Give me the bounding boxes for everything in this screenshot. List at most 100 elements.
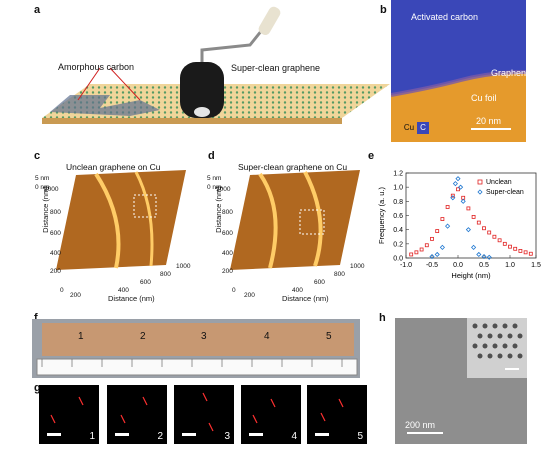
sem-scale-label: 200 nm [405, 420, 436, 430]
legend-cu: Cu [403, 122, 415, 134]
eds-map: Activated carbon Graphene Cu foil 20 nm … [391, 0, 526, 142]
data-point [409, 252, 414, 257]
panel-a-letter: a [34, 4, 41, 16]
optical-image: 4 [241, 385, 301, 444]
data-point [445, 205, 450, 209]
tick-x: 200 [244, 292, 255, 299]
data-point [439, 244, 445, 250]
data-point [476, 220, 481, 225]
red-arrows [50, 392, 344, 432]
panel-c-xlabel: Distance (nm) [108, 294, 155, 303]
panel-d-ylabel: Distance (nm) [213, 186, 223, 233]
scale-bar [315, 433, 329, 436]
panel-g-letter: g [34, 382, 41, 394]
panel-b-letter: b [380, 4, 387, 16]
tick-y: 400 [50, 250, 61, 257]
afm-image-c [56, 170, 186, 270]
cu-foil-photo [32, 319, 360, 378]
data-point [419, 247, 424, 252]
y-tick-label: 0.8 [393, 199, 403, 206]
image-number: 3 [224, 431, 230, 442]
tick-x: 600 [314, 279, 325, 286]
tick-x: 600 [140, 279, 151, 286]
panel-d-letter: d [208, 150, 215, 162]
data-point [471, 244, 477, 250]
scale-bar-label: 20 nm [476, 116, 502, 126]
y-axis-label: Frequency (a. u.) [377, 186, 386, 244]
data-point [460, 198, 466, 204]
data-point [481, 254, 487, 260]
tick-y: 1000 [216, 186, 231, 193]
z-bottom-label: 0 nm [207, 184, 222, 191]
panel-f-letter: f [34, 312, 38, 324]
scale-bar [47, 433, 61, 436]
foil-label: 1 [78, 331, 84, 342]
z-top-label: 5 nm [35, 175, 50, 182]
data-point [528, 251, 533, 256]
tick-x: 200 [70, 292, 81, 299]
graphene-label: Graphene [491, 68, 526, 78]
panel-d-title: Super-clean graphene on Cu [238, 162, 348, 172]
tick-x: 800 [160, 271, 171, 278]
data-point [482, 226, 486, 231]
super-clean-graphene-label: Super-clean graphene [231, 63, 321, 73]
legend-marker [477, 189, 483, 195]
legend-label: Unclean [486, 179, 512, 186]
x-tick-label: 1.5 [531, 262, 541, 269]
data-point [513, 246, 518, 251]
data-point [497, 238, 502, 243]
tick-y: 800 [222, 209, 233, 216]
data-point [492, 234, 497, 239]
tick-y: 1000 [44, 186, 59, 193]
tick-y: 400 [222, 250, 233, 257]
data-point [440, 217, 445, 221]
data-point [450, 193, 455, 198]
data-point [450, 195, 456, 201]
panel-h-letter: h [379, 312, 386, 324]
legend-c: C [417, 122, 429, 134]
tick-x: 400 [292, 287, 303, 294]
tick-x: 400 [118, 287, 129, 294]
foil-label: 4 [264, 331, 270, 342]
y-tick-label: 1.2 [393, 171, 403, 178]
image-number: 4 [291, 431, 297, 442]
image-number: 5 [357, 431, 363, 442]
data-point [414, 250, 419, 255]
y-tick-label: 0.4 [393, 227, 403, 234]
image-number: 1 [89, 431, 95, 442]
panel-c-letter: c [34, 150, 41, 162]
height-distribution-chart: -1.0 -0.5 0.0 0.5 1.0 1.5 0.0 0.2 0.4 0.6 0.8 1.0 1.… [377, 171, 541, 281]
optical-image: 1 [39, 385, 99, 444]
data-point [508, 244, 512, 249]
panel-d-xlabel: Distance (nm) [282, 294, 329, 303]
y-tick-label: 0.2 [393, 241, 403, 248]
tick-y: 0 [232, 287, 236, 294]
y-tick-label: 0.6 [393, 213, 403, 220]
data-point [523, 250, 528, 255]
foil-label: 2 [140, 331, 146, 342]
foil-label: 3 [201, 331, 207, 342]
data-point [486, 254, 492, 260]
paint-roller-icon [180, 6, 281, 118]
legend-marker [477, 179, 483, 185]
data-point [487, 230, 492, 235]
activated-carbon-label: Activated carbon [411, 12, 479, 22]
tick-x: 1000 [350, 263, 365, 270]
y-tick-label: 0.0 [393, 256, 403, 263]
amorphous-carbon-patches [50, 95, 160, 116]
data-point [455, 176, 461, 182]
data-point [430, 236, 434, 241]
data-point [502, 241, 507, 246]
data-point [476, 251, 482, 258]
optical-image: 5 [307, 385, 367, 444]
data-point [465, 227, 471, 233]
tick-y: 200 [222, 268, 233, 275]
data-point [424, 243, 429, 248]
scale-bar [182, 433, 196, 436]
foil-label: 5 [326, 331, 332, 342]
tick-y: 0 [60, 287, 64, 294]
data-point [466, 206, 471, 211]
tick-y: 600 [222, 230, 233, 237]
x-tick-label: 0.0 [453, 262, 463, 269]
